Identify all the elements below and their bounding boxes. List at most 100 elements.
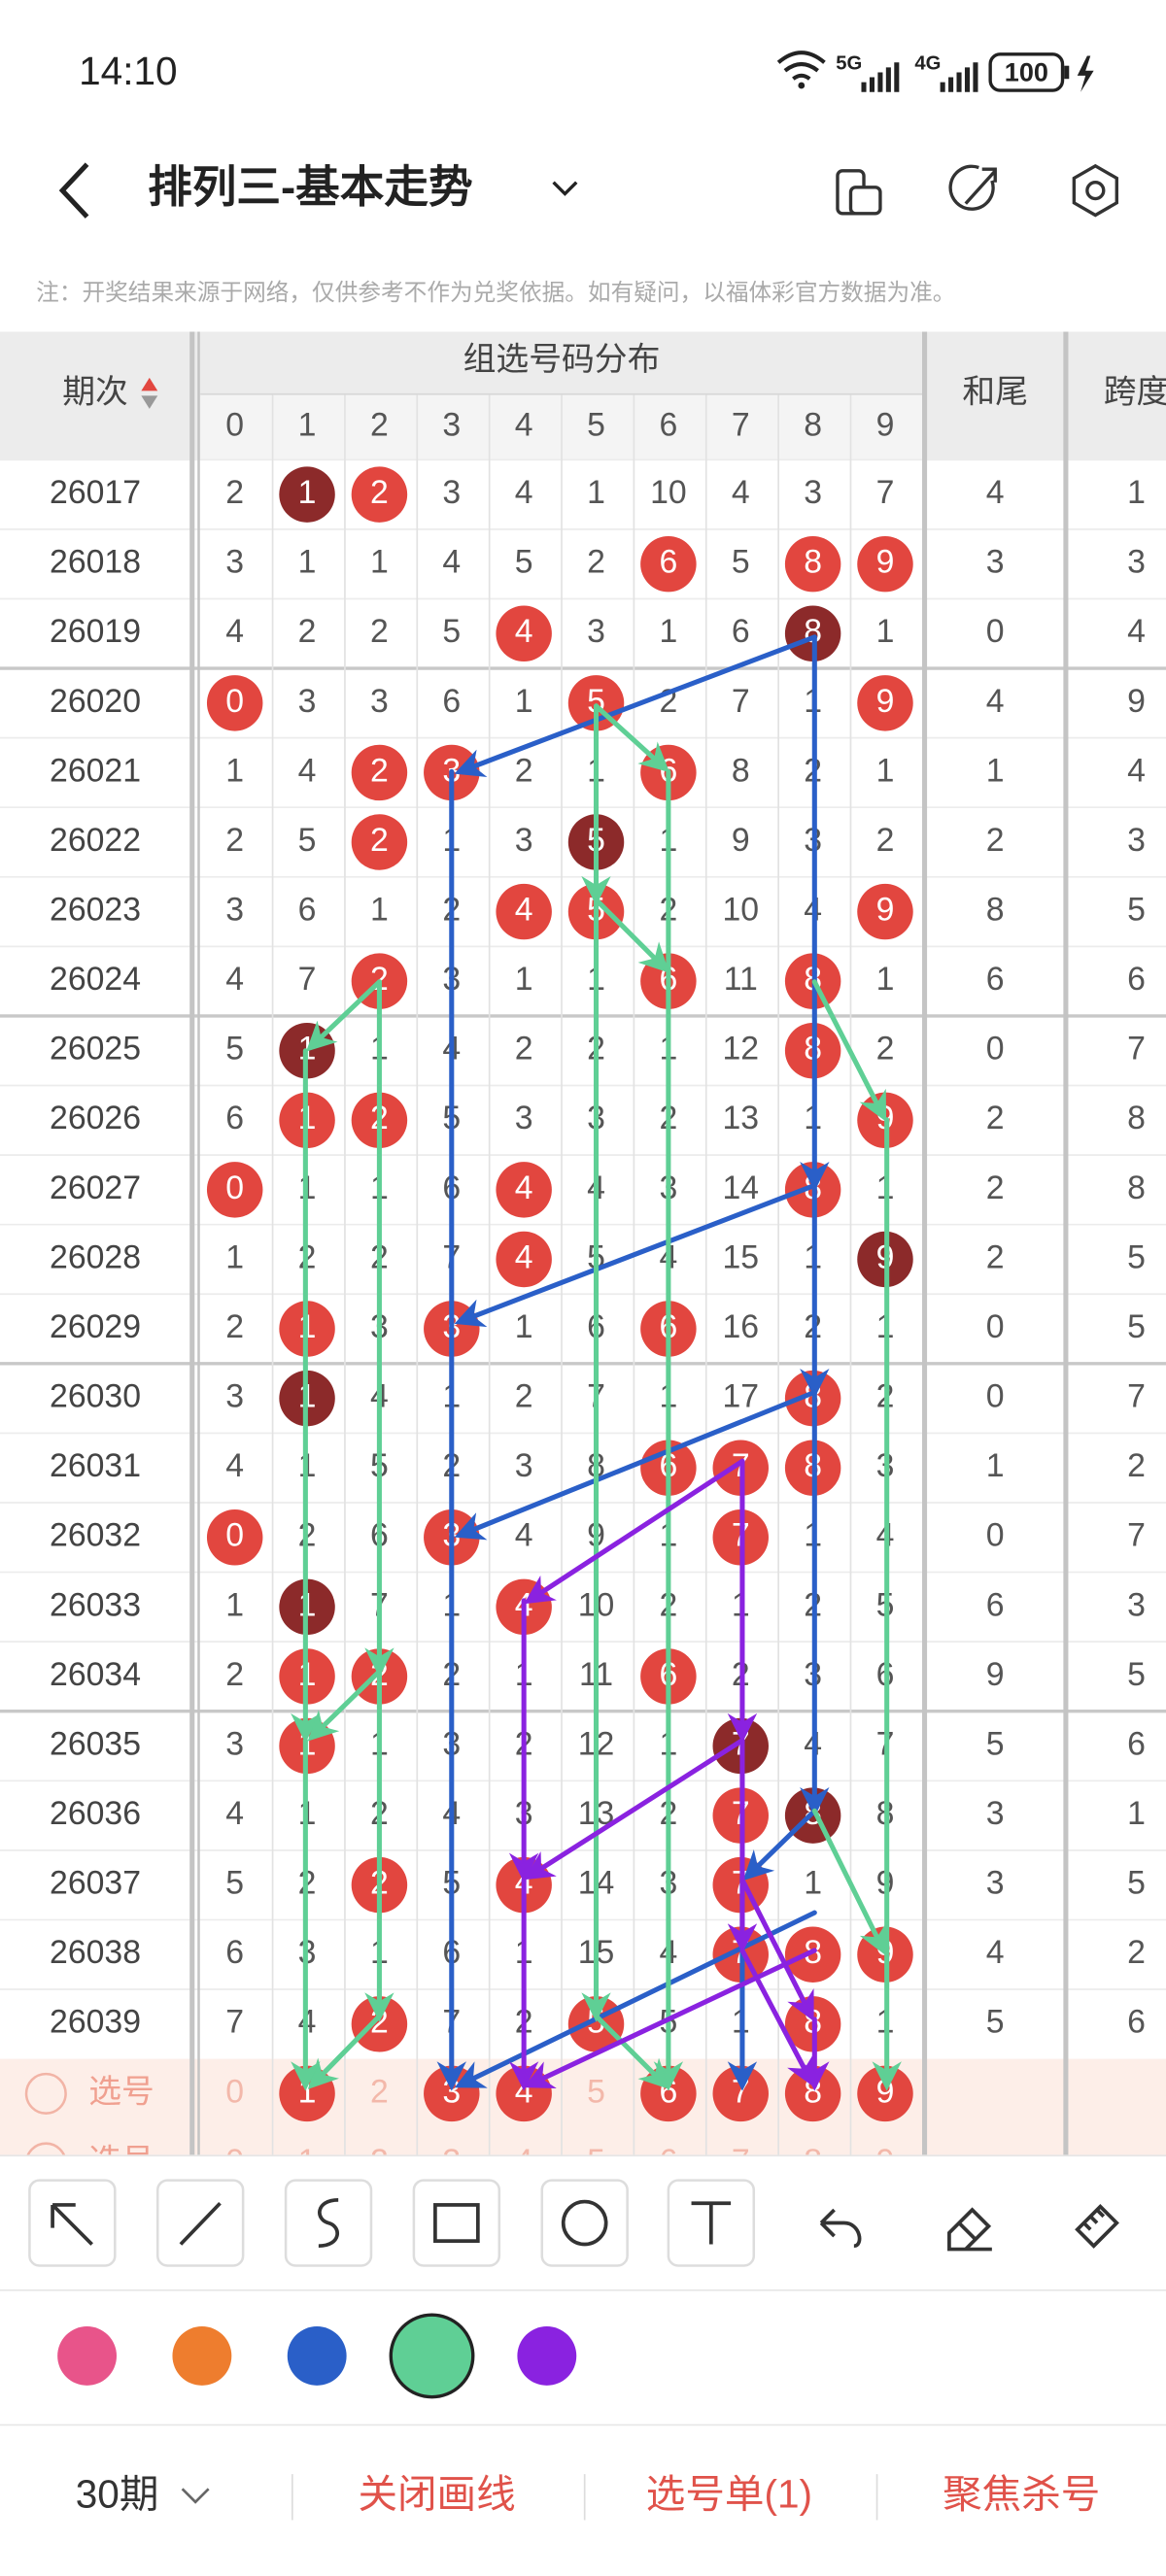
back-button[interactable]	[58, 162, 89, 219]
ball	[351, 814, 408, 870]
select-number[interactable]: 5	[587, 2073, 605, 2110]
sum-tail: 2	[986, 1169, 1005, 1206]
span: 6	[1127, 1725, 1146, 1762]
drawn-line	[811, 1808, 887, 1956]
action-button[interactable]: 选号单(1)	[646, 2472, 812, 2517]
digit-header: 3	[442, 406, 461, 443]
curve-tool[interactable]	[284, 2179, 373, 2267]
select-radio[interactable]	[26, 2142, 66, 2184]
miss-count: 6	[442, 683, 461, 720]
ball	[206, 1162, 263, 1218]
action-button[interactable]: 聚焦杀号	[943, 2472, 1100, 2517]
miss-count: 4	[515, 474, 533, 511]
color-swatch[interactable]	[172, 2326, 232, 2386]
icon	[964, 167, 997, 205]
issue-number: 26032	[50, 1517, 141, 1554]
miss-count: 13	[722, 1100, 759, 1136]
sum-tail: 4	[986, 474, 1005, 511]
miss-count: 3	[515, 822, 533, 859]
layout-button[interactable]	[836, 169, 882, 216]
color-swatch[interactable]	[517, 2326, 577, 2386]
miss-count: 1	[587, 474, 605, 511]
ball	[206, 1509, 263, 1566]
ball	[857, 675, 913, 731]
ball	[351, 466, 408, 523]
action-button[interactable]: 关闭画线	[358, 2472, 515, 2517]
miss-count: 5	[732, 544, 750, 581]
issue-number: 26021	[50, 752, 141, 789]
ball	[351, 744, 408, 801]
text-tool[interactable]	[667, 2179, 756, 2267]
span: 1	[1127, 1795, 1146, 1832]
drawn-lines	[291, 634, 902, 2091]
miss-count: 3	[225, 891, 244, 928]
select-number[interactable]: 5	[587, 2143, 605, 2180]
miss-count: 2	[225, 1656, 244, 1693]
select-number[interactable]: 4	[515, 2143, 533, 2180]
sum-tail: 5	[986, 2004, 1005, 2041]
select-number[interactable]: 6	[659, 2143, 677, 2180]
miss-count: 5	[515, 544, 533, 581]
sum-tail: 0	[986, 1517, 1005, 1554]
period-dropdown[interactable]	[181, 2488, 210, 2504]
color-swatch[interactable]	[287, 2326, 347, 2386]
sum-tail: 2	[986, 1238, 1005, 1275]
color-swatch[interactable]	[57, 2326, 117, 2386]
settings-button[interactable]	[1072, 163, 1118, 218]
miss-count: 11	[724, 961, 758, 998]
sum-tail: 1	[986, 752, 1005, 789]
select-number[interactable]: 2	[370, 2073, 389, 2110]
share-button[interactable]	[948, 164, 997, 211]
select-number[interactable]: 9	[876, 2143, 895, 2180]
sum-tail: 0	[986, 1308, 1005, 1345]
issue-number: 26033	[50, 1586, 141, 1623]
arrow-tool[interactable]	[28, 2179, 117, 2267]
icon	[433, 2203, 480, 2243]
miss-count: 5	[225, 1031, 244, 1068]
miss-count: 3	[804, 474, 822, 511]
signal-icon	[861, 62, 900, 92]
sort-up[interactable]	[141, 377, 158, 391]
issue-number: 26030	[50, 1378, 141, 1415]
eraser-button[interactable]	[947, 2207, 992, 2252]
miss-count: 4	[732, 474, 750, 511]
rect-tool[interactable]	[412, 2179, 501, 2267]
clear-button[interactable]	[1075, 2204, 1119, 2249]
sort-down[interactable]	[141, 395, 158, 409]
drawn-line	[524, 1738, 745, 1881]
charging-icon	[1077, 55, 1094, 92]
miss-count: 1	[876, 961, 895, 998]
drawn-line	[811, 979, 887, 1122]
select-number[interactable]: 2	[370, 2143, 389, 2180]
app-header: 排列三-基本走势	[58, 162, 1118, 219]
color-swatch[interactable]	[389, 2313, 475, 2399]
undo-button[interactable]	[819, 2208, 862, 2249]
period-selector[interactable]: 30期	[76, 2472, 159, 2517]
issue-number: 26018	[50, 544, 141, 581]
select-number[interactable]: 0	[225, 2143, 244, 2180]
miss-count: 3	[515, 1447, 533, 1484]
select-number[interactable]: 1	[298, 2143, 317, 2180]
title-dropdown[interactable]	[552, 181, 578, 196]
issue-number: 26039	[50, 2004, 141, 2041]
sum-tail: 1	[986, 1447, 1005, 1484]
circle-tool[interactable]	[540, 2179, 629, 2267]
ball	[784, 1926, 841, 1983]
select-radio[interactable]	[24, 2072, 67, 2115]
select-number[interactable]: 0	[225, 2073, 244, 2110]
miss-count: 1	[225, 1238, 244, 1275]
span: 2	[1127, 1447, 1146, 1484]
sum-tail: 5	[986, 1725, 1005, 1762]
digit-header: 9	[876, 406, 895, 443]
select-number[interactable]: 8	[804, 2143, 822, 2180]
miss-count: 6	[225, 1100, 244, 1136]
select-number[interactable]: 3	[442, 2143, 461, 2180]
miss-count: 14	[722, 1169, 759, 1206]
select-number[interactable]: 7	[732, 2143, 750, 2180]
span: 5	[1127, 1656, 1146, 1693]
line-tool[interactable]	[155, 2179, 245, 2267]
